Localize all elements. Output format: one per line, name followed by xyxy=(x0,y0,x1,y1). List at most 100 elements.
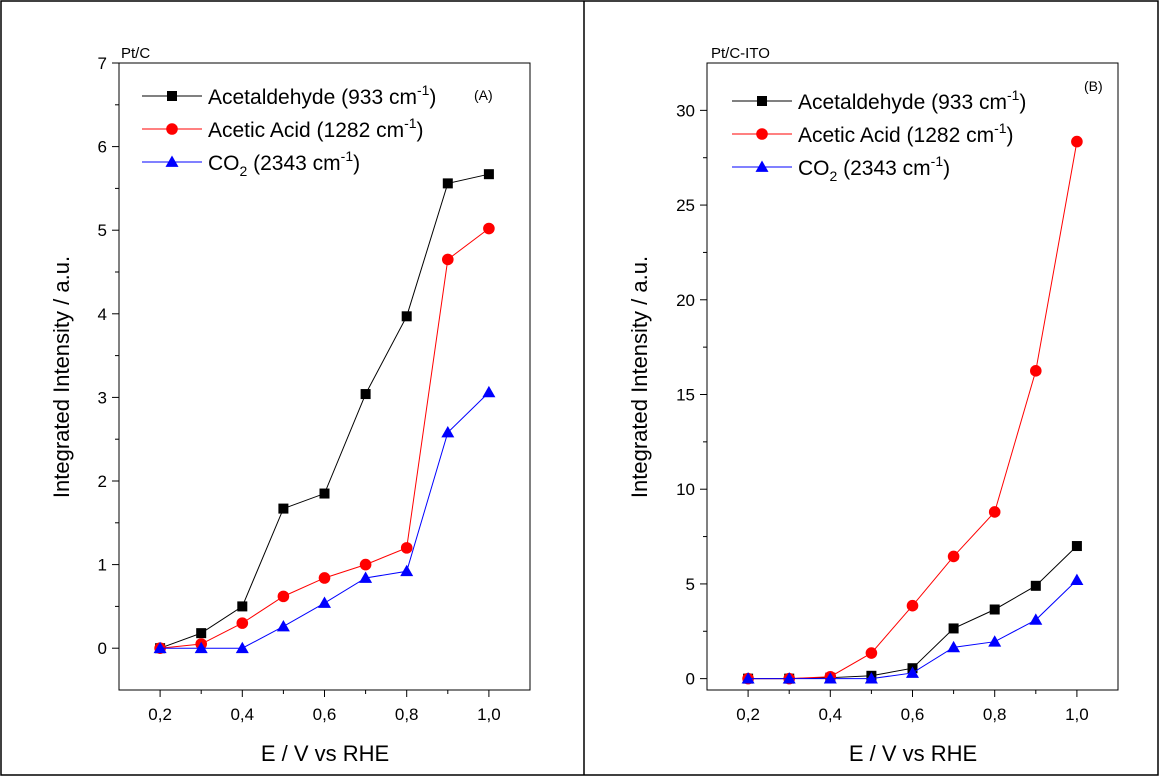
panel-a-title: Pt/C xyxy=(121,45,150,62)
series-line xyxy=(748,545,1078,680)
panel-a-ticks: 0,2 0,4 0,6 0,8 1,0 0 1 2 3 4 5 6 7 xyxy=(98,54,501,724)
y-tick-label: 5 xyxy=(686,575,695,594)
chart-panel-a: Pt/C E / V vs RHE Integrated Intensity /… xyxy=(49,45,531,766)
legend-item: Acetaldehyde (933 cm-1) xyxy=(142,82,436,109)
data-point xyxy=(989,604,1000,615)
series-triangle-b xyxy=(741,573,1084,684)
data-point xyxy=(401,311,412,322)
legend-marker xyxy=(757,96,767,106)
data-point xyxy=(906,599,919,612)
y-tick-label: 5 xyxy=(98,221,107,240)
legend-label-subscript: 2 xyxy=(240,163,248,179)
legend-label-text: Acetic Acid (1282 cm xyxy=(208,119,404,142)
legend-label-superscript: -1 xyxy=(417,82,430,98)
legend-item: CO2 (2343 cm-1) xyxy=(142,148,360,179)
legend-label-superscript: -1 xyxy=(404,115,417,131)
series-circle-b xyxy=(742,135,1083,685)
y-tick-label: 0 xyxy=(686,670,695,689)
legend-label-text: Acetic Acid (1282 cm xyxy=(798,124,994,147)
legend-label-end: ) xyxy=(353,152,360,175)
data-point xyxy=(865,647,878,659)
series-line xyxy=(748,141,1078,680)
series-square-a xyxy=(155,169,494,654)
legend-label: Acetaldehyde (933 cm-1) xyxy=(798,87,1026,114)
x-tick-label: 0,8 xyxy=(395,705,419,724)
data-point xyxy=(483,222,495,235)
y-tick-label: 20 xyxy=(676,291,695,310)
x-tick-label: 0,6 xyxy=(901,705,925,724)
data-point xyxy=(153,641,167,654)
panel-a-legend: Acetaldehyde (933 cm-1)Acetic Acid (1282… xyxy=(142,82,493,179)
data-point xyxy=(318,596,331,608)
legend-marker xyxy=(756,128,768,140)
data-point xyxy=(1029,613,1043,625)
x-tick-label: 0,2 xyxy=(736,705,760,724)
data-point xyxy=(864,672,878,684)
y-tick-label: 0 xyxy=(98,639,107,658)
legend-item: Acetaldehyde (933 cm-1) xyxy=(732,87,1026,114)
legend-label-superscript: -1 xyxy=(994,120,1007,136)
x-tick-label: 1,0 xyxy=(477,705,501,724)
legend-label-prefix: CO xyxy=(798,157,830,180)
data-point xyxy=(278,503,289,514)
legend-label-superscript: -1 xyxy=(1007,87,1020,103)
legend-label-end: ) xyxy=(429,86,436,109)
y-tick-label: 4 xyxy=(98,305,107,324)
y-tick-label: 7 xyxy=(98,54,107,73)
legend-label-text: Acetaldehyde (933 cm xyxy=(208,86,417,109)
y-tick-label: 3 xyxy=(98,388,107,407)
legend-item: Acetic Acid (1282 cm-1) xyxy=(732,120,1014,147)
data-point xyxy=(359,558,372,571)
legend-marker xyxy=(165,155,179,167)
legend-label-text: (2343 cm xyxy=(837,157,930,180)
x-tick-label: 0,6 xyxy=(313,705,337,724)
y-tick-label: 1 xyxy=(98,556,107,575)
data-point xyxy=(235,641,249,654)
panel-b-y-axis-label: Integrated Intensity / a.u. xyxy=(627,256,652,498)
data-point xyxy=(782,672,796,684)
y-tick-label: 15 xyxy=(676,385,695,404)
legend-label: Acetic Acid (1282 cm-1) xyxy=(208,115,424,142)
data-point xyxy=(823,672,837,684)
y-tick-label: 25 xyxy=(676,196,695,215)
series-line xyxy=(160,228,490,649)
legend-label: Acetic Acid (1282 cm-1) xyxy=(798,120,1014,147)
data-point xyxy=(482,385,496,398)
x-tick-label: 0,2 xyxy=(148,705,172,724)
series-circle-a xyxy=(154,222,495,654)
data-point xyxy=(236,617,249,629)
legend-label: CO2 (2343 cm-1) xyxy=(208,148,360,179)
x-tick-label: 0,8 xyxy=(983,705,1007,724)
data-point xyxy=(947,550,960,563)
data-point xyxy=(1070,573,1084,586)
data-point xyxy=(741,672,755,684)
series-line xyxy=(160,392,490,649)
data-point xyxy=(276,619,290,632)
legend-label-text: Acetaldehyde (933 cm xyxy=(798,91,1007,114)
y-tick-label: 6 xyxy=(98,138,107,157)
panel-b-legend: Acetaldehyde (933 cm-1)Acetic Acid (1282… xyxy=(732,78,1103,184)
legend-item: Acetic Acid (1282 cm-1) xyxy=(142,115,424,142)
series-square-b xyxy=(743,541,1082,684)
series-triangle-a xyxy=(153,385,496,654)
legend-label-prefix: CO xyxy=(208,152,240,175)
panel-a-series xyxy=(153,169,496,654)
data-point xyxy=(196,628,207,639)
y-tick-label: 2 xyxy=(98,472,107,491)
legend-marker xyxy=(167,91,177,101)
data-point xyxy=(359,571,373,583)
legend-label-superscript: -1 xyxy=(931,153,944,169)
y-tick-label: 30 xyxy=(676,101,695,120)
data-point xyxy=(194,641,208,654)
legend-label-end: ) xyxy=(1019,91,1026,114)
data-point xyxy=(441,426,455,438)
panel-a-y-axis-label: Integrated Intensity / a.u. xyxy=(49,256,74,498)
legend-label: CO2 (2343 cm-1) xyxy=(798,153,950,184)
data-point xyxy=(988,635,1002,647)
data-point xyxy=(400,564,414,577)
legend-marker xyxy=(755,160,769,172)
panel-b-x-axis-label: E / V vs RHE xyxy=(849,741,977,766)
legend-label: Acetaldehyde (933 cm-1) xyxy=(208,82,436,109)
legend-item: CO2 (2343 cm-1) xyxy=(732,153,950,184)
